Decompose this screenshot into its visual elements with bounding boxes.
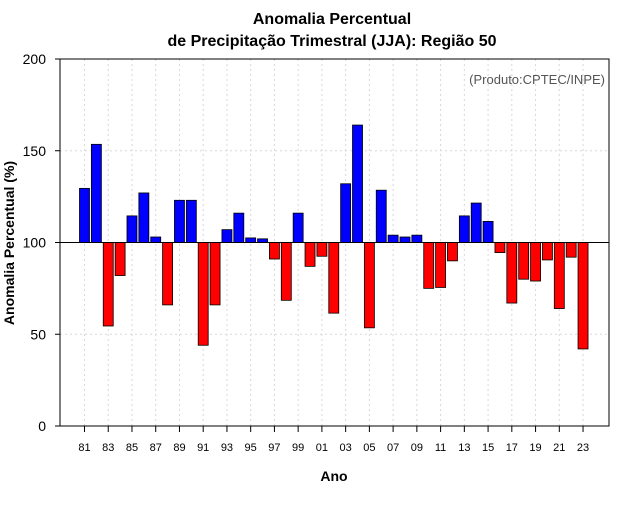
- x-axis-ticks: 81 83 85 87 89 91 93 95 97 99 01 03 05 07 09 11 13 15 17 19…: [78, 426, 589, 454]
- x-tick-label-97: 97: [268, 442, 280, 454]
- x-tick-label-07: 07: [387, 442, 399, 454]
- x-tick-label-81: 81: [78, 442, 90, 454]
- chart-title-line-2: de Precipitação Trimestral (JJA): Região…: [167, 33, 496, 50]
- bar-08: [399, 236, 411, 243]
- bar-03: [340, 183, 352, 243]
- x-tick-label-21: 21: [553, 442, 565, 454]
- x-tick-label-95: 95: [245, 442, 257, 454]
- x-tick-label-19: 19: [529, 442, 541, 454]
- bar-22: [565, 242, 577, 258]
- y-axis-label: Anomalia Percentual (%): [1, 161, 17, 325]
- bar-91: [197, 242, 209, 346]
- bar-04: [352, 124, 363, 243]
- bar-02: [328, 242, 340, 314]
- bar-87: [150, 236, 162, 243]
- y-tick-label-0: 0: [38, 418, 46, 434]
- bar-21: [553, 242, 565, 309]
- bar-19: [530, 242, 541, 282]
- x-tick-label-23: 23: [577, 442, 589, 454]
- bar-00: [304, 242, 316, 267]
- bar-09: [411, 234, 423, 243]
- x-tick-label-83: 83: [102, 442, 114, 454]
- bar-14: [470, 202, 482, 243]
- bar-12: [447, 242, 458, 262]
- bar-05: [363, 242, 375, 329]
- bar-07: [387, 234, 399, 243]
- bar-06: [375, 189, 387, 243]
- bar-81: [79, 187, 90, 243]
- bar-23: [577, 242, 589, 350]
- x-tick-label-93: 93: [221, 442, 233, 454]
- bar-16: [494, 242, 506, 253]
- x-tick-label-03: 03: [340, 442, 352, 454]
- x-tick-label-87: 87: [150, 442, 162, 454]
- bar-series: [79, 124, 589, 350]
- bar-15: [482, 220, 494, 243]
- bar-95: [245, 237, 257, 243]
- bar-98: [280, 242, 292, 301]
- bar-13: [458, 215, 470, 243]
- x-tick-label-15: 15: [482, 442, 494, 454]
- y-axis-ticks: 0 50 100 150 200: [23, 51, 60, 434]
- y-tick-label-50: 50: [30, 326, 46, 342]
- x-tick-label-09: 09: [411, 442, 423, 454]
- x-tick-label-91: 91: [197, 442, 209, 454]
- x-tick-label-85: 85: [126, 442, 138, 454]
- bar-94: [233, 212, 245, 243]
- bar-18: [518, 242, 530, 280]
- bar-10: [423, 242, 435, 289]
- credit-label: (Produto:CPTEC/INPE): [469, 72, 605, 87]
- bar-97: [269, 242, 280, 260]
- chart-title-line-1: Anomalia Percentual: [253, 11, 411, 28]
- bar-90: [185, 199, 197, 243]
- grid-lines: [60, 59, 609, 426]
- bar-96: [257, 238, 268, 243]
- bar-20: [542, 242, 553, 261]
- x-tick-label-01: 01: [316, 442, 328, 454]
- bar-99: [292, 212, 304, 243]
- bar-01: [316, 242, 328, 257]
- y-tick-label-100: 100: [23, 235, 47, 251]
- bar-88: [162, 242, 173, 306]
- bar-89: [174, 199, 185, 243]
- y-tick-label-150: 150: [23, 143, 47, 159]
- x-tick-label-11: 11: [435, 442, 446, 454]
- x-tick-label-13: 13: [458, 442, 470, 454]
- bar-93: [221, 229, 233, 243]
- bar-17: [506, 242, 518, 304]
- x-axis-label: Ano: [320, 468, 347, 484]
- bar-11: [435, 242, 447, 288]
- x-tick-label-17: 17: [506, 442, 518, 454]
- x-tick-label-99: 99: [292, 442, 304, 454]
- x-tick-label-05: 05: [363, 442, 375, 454]
- bar-84: [114, 242, 126, 276]
- bar-82: [90, 143, 102, 243]
- y-tick-label-200: 200: [23, 51, 47, 67]
- x-tick-label-89: 89: [173, 442, 185, 454]
- bar-92: [209, 242, 221, 306]
- bar-86: [138, 192, 150, 243]
- bar-85: [126, 215, 138, 243]
- bar-83: [102, 242, 114, 327]
